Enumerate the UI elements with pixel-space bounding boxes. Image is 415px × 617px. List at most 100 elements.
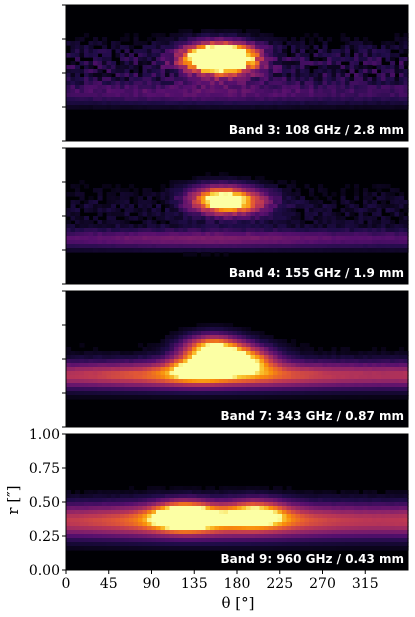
- heatmap-cell: [147, 244, 153, 249]
- heatmap-cell: [340, 502, 346, 507]
- heatmap-cell: [223, 383, 229, 388]
- heatmap-cell: [255, 53, 261, 58]
- heatmap-cell: [138, 383, 144, 388]
- heatmap-cell: [66, 73, 72, 78]
- heatmap-cell: [79, 498, 85, 503]
- heatmap-cell: [318, 526, 324, 531]
- heatmap-cell: [165, 248, 171, 253]
- heatmap-cell: [250, 371, 256, 376]
- heatmap-cell: [327, 65, 333, 70]
- heatmap-cell: [259, 41, 265, 46]
- heatmap-cell: [291, 220, 297, 225]
- heatmap-cell: [79, 49, 85, 54]
- heatmap-cell: [174, 538, 180, 543]
- heatmap-cell: [205, 331, 211, 336]
- heatmap-cell: [318, 200, 324, 205]
- heatmap-cell: [102, 240, 108, 245]
- heatmap-cell: [268, 220, 274, 225]
- heatmap-cell: [138, 375, 144, 380]
- heatmap-cell: [196, 327, 202, 332]
- heatmap-cell: [129, 502, 135, 507]
- heatmap-cell: [187, 502, 193, 507]
- heatmap-cell: [381, 85, 387, 90]
- heatmap-cell: [390, 53, 396, 58]
- heatmap-cell: [214, 220, 220, 225]
- heatmap-cell: [268, 335, 274, 340]
- heatmap-cell: [291, 192, 297, 197]
- heatmap-cell: [286, 486, 292, 491]
- heatmap-cell: [376, 208, 382, 213]
- heatmap-cell: [205, 371, 211, 376]
- heatmap-cell: [66, 53, 72, 58]
- heatmap-cell: [196, 339, 202, 344]
- heatmap-cell: [142, 534, 148, 539]
- heatmap-cell: [79, 77, 85, 82]
- heatmap-cell: [295, 224, 301, 229]
- heatmap-cell: [367, 45, 373, 50]
- heatmap-cell: [250, 200, 256, 205]
- heatmap-cell: [367, 81, 373, 86]
- heatmap-cell: [255, 89, 261, 94]
- heatmap-cell: [169, 184, 175, 189]
- heatmap-cell: [169, 391, 175, 396]
- heatmap-cell: [313, 204, 319, 209]
- heatmap-cell: [282, 502, 288, 507]
- heatmap-cell: [106, 232, 112, 237]
- heatmap-cell: [291, 490, 297, 495]
- heatmap-cell: [349, 530, 355, 535]
- heatmap-cell: [147, 49, 153, 54]
- heatmap-cell: [372, 351, 378, 356]
- heatmap-cell: [183, 391, 189, 396]
- heatmap-cell: [201, 363, 207, 368]
- heatmap-cell: [282, 65, 288, 70]
- heatmap-cell: [196, 192, 202, 197]
- heatmap-cell: [385, 89, 391, 94]
- heatmap-cell: [205, 180, 211, 185]
- heatmap-cell: [205, 379, 211, 384]
- heatmap-cell: [313, 387, 319, 392]
- heatmap-cell: [363, 228, 369, 233]
- heatmap-cell: [97, 65, 103, 70]
- heatmap-cell: [84, 232, 90, 237]
- heatmap-cell: [124, 510, 130, 515]
- heatmap-cell: [340, 375, 346, 380]
- heatmap-cell: [399, 196, 405, 201]
- heatmap-cell: [97, 101, 103, 106]
- heatmap-cell: [381, 514, 387, 519]
- heatmap-cell: [264, 518, 270, 523]
- heatmap-cell: [205, 220, 211, 225]
- heatmap-cell: [336, 379, 342, 384]
- heatmap-cell: [354, 490, 360, 495]
- heatmap-cell: [187, 240, 193, 245]
- heatmap-cell: [403, 490, 409, 495]
- heatmap-cell: [223, 77, 229, 82]
- heatmap-cell: [264, 502, 270, 507]
- heatmap-cell: [165, 216, 171, 221]
- heatmap-cell: [367, 351, 373, 356]
- heatmap-cell: [88, 538, 94, 543]
- heatmap-cell: [214, 391, 220, 396]
- heatmap-cell: [372, 387, 378, 392]
- heatmap-cell: [228, 248, 234, 253]
- heatmap-cell: [385, 184, 391, 189]
- heatmap-cell: [363, 216, 369, 221]
- heatmap-cell: [151, 506, 157, 511]
- heatmap-cell: [214, 45, 220, 50]
- heatmap-cell: [241, 53, 247, 58]
- heatmap-cell: [381, 244, 387, 249]
- heatmap-cell: [255, 502, 261, 507]
- heatmap-cell: [264, 53, 270, 58]
- heatmap-cell: [282, 196, 288, 201]
- heatmap-cell: [363, 97, 369, 102]
- heatmap-cell: [336, 53, 342, 58]
- heatmap-cell: [120, 383, 126, 388]
- heatmap-cell: [300, 518, 306, 523]
- heatmap-cell: [336, 65, 342, 70]
- heatmap-cell: [259, 208, 265, 213]
- heatmap-cell: [331, 367, 337, 372]
- heatmap-cell: [147, 494, 153, 499]
- heatmap-cell: [115, 379, 121, 384]
- heatmap-cell: [390, 494, 396, 499]
- heatmap-cell: [228, 530, 234, 535]
- heatmap-cell: [322, 93, 328, 98]
